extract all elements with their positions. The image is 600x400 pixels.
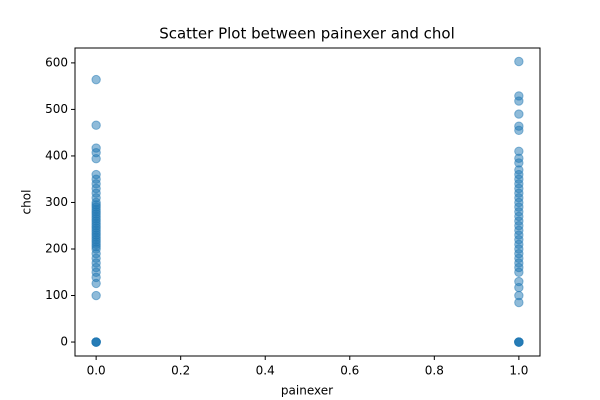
points [91, 56, 524, 347]
y-tick-label: 600 [45, 55, 68, 69]
plot-frame [74, 47, 541, 357]
point [91, 337, 101, 347]
x-tick-label: 0.6 [340, 364, 359, 378]
point [514, 290, 524, 301]
point [91, 143, 101, 153]
y-tick-label: 200 [45, 241, 68, 255]
point [514, 109, 524, 119]
point [91, 169, 101, 180]
point [91, 120, 101, 130]
point [514, 337, 524, 347]
x-tick-label: 0.2 [171, 364, 190, 378]
chart-title: Scatter Plot between painexer and chol [159, 25, 455, 43]
y-axis-label: chol [20, 190, 34, 215]
y-tick-label: 0 [60, 335, 68, 349]
y-tick-label: 500 [45, 102, 68, 116]
point [514, 56, 524, 67]
y-tick-label: 100 [45, 288, 68, 302]
x-tick-label: 1.0 [509, 364, 528, 378]
x-tick-label: 0.4 [256, 364, 275, 378]
point [514, 276, 524, 287]
point [514, 121, 524, 131]
y-tick-label: 300 [45, 195, 68, 209]
point [91, 74, 101, 85]
y-tick-label: 400 [45, 148, 68, 162]
x-tick-label: 0.8 [425, 364, 444, 378]
x-axis-label: painexer [281, 384, 333, 398]
point [514, 91, 524, 101]
point [514, 146, 524, 156]
x-tick-label: 0.0 [87, 364, 106, 378]
point [91, 290, 101, 301]
